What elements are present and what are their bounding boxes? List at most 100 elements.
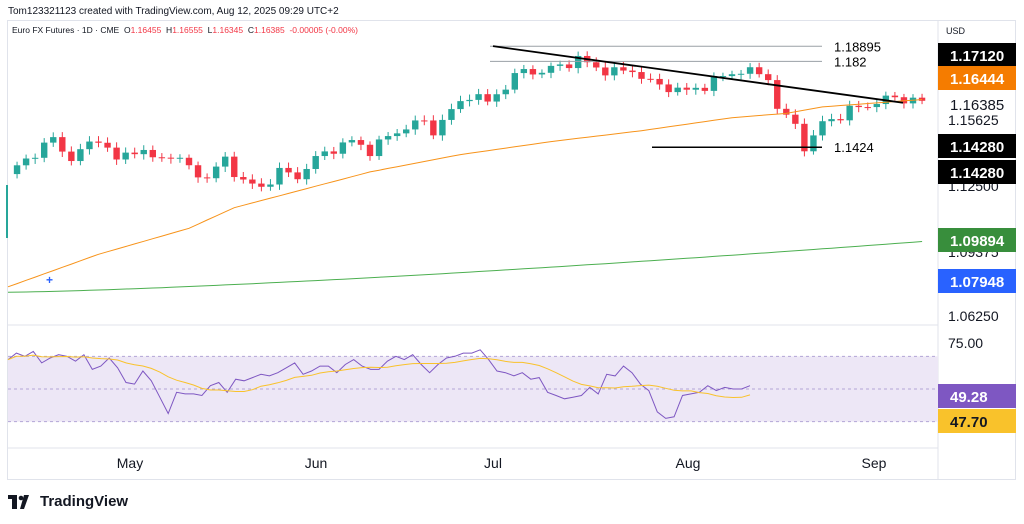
candle-body	[357, 140, 365, 145]
candle-body	[647, 78, 654, 80]
candle-body	[656, 78, 663, 85]
candle-body	[475, 94, 482, 100]
candle-body	[529, 69, 537, 75]
candle-body	[774, 80, 781, 109]
candle-body	[484, 94, 491, 102]
candle-body	[819, 121, 826, 136]
candle-body	[167, 157, 175, 159]
candle-body	[828, 119, 835, 122]
candle-body	[231, 156, 238, 178]
candle-body	[421, 120, 428, 122]
candle-body	[737, 73, 745, 75]
candle-body	[68, 151, 75, 162]
candle-body	[728, 74, 736, 77]
resistance-trendline	[492, 45, 904, 104]
close-value: 1.16385	[254, 25, 285, 35]
low-label: L	[207, 25, 213, 35]
price-axis-badge	[938, 228, 1016, 252]
candle-body	[457, 101, 464, 110]
candle-body	[520, 69, 528, 74]
candle-body	[330, 151, 337, 154]
candle-body	[593, 62, 600, 68]
price-axis-badge	[938, 160, 1016, 184]
high-label: H	[166, 25, 173, 35]
candle-body	[611, 67, 618, 76]
candle-body	[629, 70, 636, 73]
candle-body	[873, 104, 880, 108]
candle-body	[212, 166, 220, 179]
price-axis-badge-text: 1.07948	[950, 274, 1004, 291]
price-axis-tick: 1.15625	[948, 112, 999, 128]
candle-body	[95, 141, 102, 143]
price-axis-current-text: 1.16385	[950, 97, 1004, 114]
candle-body	[41, 142, 48, 158]
candle-body	[267, 184, 274, 187]
oscillator-average-line	[7, 354, 751, 399]
candle-body	[185, 157, 193, 166]
candle-body	[511, 73, 518, 90]
oscillator-value-badge	[938, 384, 1016, 408]
candle-body	[638, 72, 645, 79]
candle-body	[285, 167, 292, 173]
candle-body	[746, 67, 754, 74]
candle-body	[602, 67, 609, 76]
horizontal-level-label: 1.1424	[834, 140, 874, 155]
candle-body	[113, 147, 120, 160]
candle-body	[810, 135, 817, 152]
change-value: -0.00005 (-0.00%)	[289, 25, 358, 35]
candle-body	[403, 129, 410, 134]
candle-body	[692, 87, 699, 90]
candle-body	[22, 158, 30, 166]
oscillator-average-text: 47.70	[950, 414, 988, 431]
candle-body	[258, 183, 265, 187]
candle-body	[719, 76, 727, 78]
candle-body	[448, 109, 455, 120]
symbol-name: Euro FX Futures · 1D · CME	[12, 25, 120, 35]
close-label: C	[247, 25, 254, 35]
oscillator-value-text: 49.28	[950, 389, 988, 406]
price-axis-badge-text: 1.09894	[950, 233, 1005, 250]
candle-body	[240, 177, 247, 180]
candle-body	[59, 137, 66, 152]
candle-body	[77, 149, 84, 162]
footer: TradingView	[8, 493, 128, 510]
oscillator-line	[7, 349, 751, 419]
candle-body	[493, 94, 500, 102]
candle-body	[891, 95, 899, 98]
candle-body	[556, 64, 564, 66]
horizontal-level-label: 1.182	[834, 54, 867, 69]
candle-body	[321, 151, 328, 157]
candle-body	[466, 99, 473, 102]
price-axis-badge-text: 1.14280	[950, 139, 1004, 156]
candle-body	[846, 105, 853, 121]
tradingview-logo-icon	[8, 494, 29, 509]
price-axis-badge	[938, 134, 1016, 158]
candle-body	[538, 72, 546, 75]
candle-body	[701, 87, 709, 91]
candle-body	[393, 133, 401, 137]
candle-body	[801, 123, 808, 152]
attribution-text: Tom123321123 created with TradingView.co…	[8, 6, 339, 17]
time-axis-tick: Jun	[305, 455, 328, 471]
price-axis-badge	[938, 269, 1016, 293]
price-axis-badge	[938, 66, 1016, 90]
candle-body	[502, 89, 509, 95]
candle-body	[294, 172, 301, 180]
open-label: O	[123, 25, 131, 35]
candle-body	[375, 139, 383, 157]
candle-body	[104, 142, 111, 148]
candles-group	[13, 51, 926, 192]
candle-body	[837, 119, 844, 121]
price-axis-badge-text: 1.17120	[950, 48, 1004, 65]
candle-body	[574, 55, 582, 69]
price-axis-badge-text: 1.14280	[950, 165, 1004, 182]
candle-body	[900, 97, 908, 104]
candle-body	[339, 142, 347, 154]
candle-body	[674, 87, 681, 93]
time-axis-tick: Sep	[862, 455, 887, 471]
candle-body	[249, 179, 256, 184]
candle-body	[783, 108, 790, 115]
candle-body	[158, 157, 166, 159]
candle-body	[864, 107, 871, 109]
